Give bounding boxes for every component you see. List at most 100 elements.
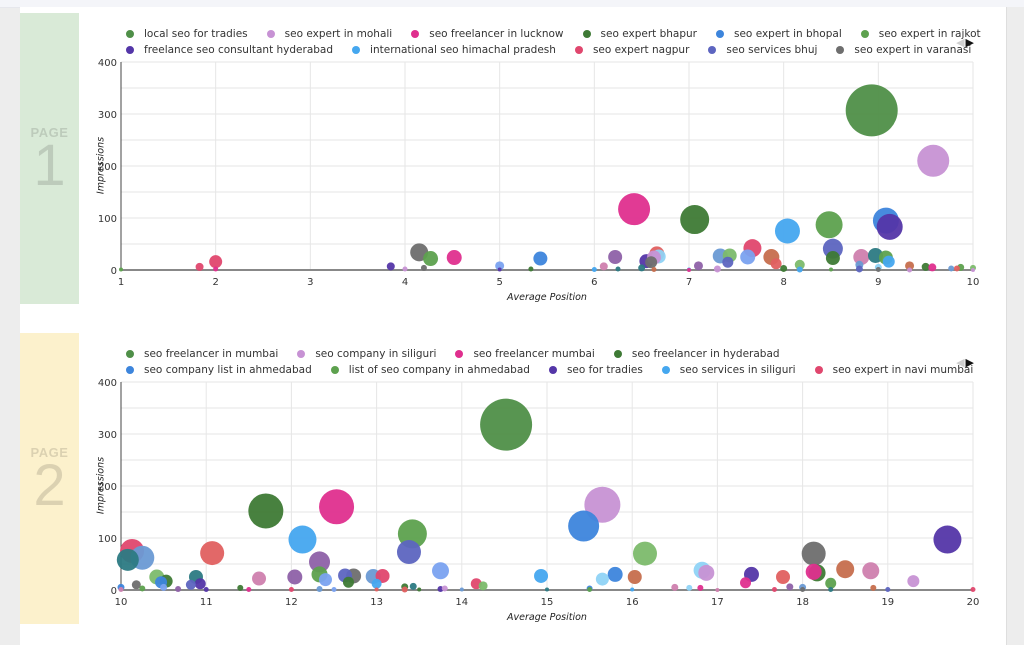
bubble-point[interactable] (595, 572, 609, 586)
bubble-point[interactable] (780, 264, 788, 272)
bubble-point[interactable] (288, 525, 317, 554)
bubble-point[interactable] (432, 562, 449, 580)
bubble-point[interactable] (237, 584, 244, 591)
bubble-point[interactable] (118, 586, 124, 592)
bubble-point[interactable] (715, 588, 720, 592)
bubble-point[interactable] (246, 586, 252, 592)
legend-item[interactable]: seo expert nagpur (574, 44, 689, 56)
bubble-point[interactable] (288, 586, 294, 592)
bubble-point[interactable] (882, 255, 895, 268)
bubble-point[interactable] (209, 255, 223, 269)
bubble-point[interactable] (309, 551, 331, 573)
legend-item[interactable]: international seo himachal pradesh (352, 44, 556, 56)
bubble-point[interactable] (776, 570, 791, 584)
bubble-point[interactable] (815, 211, 843, 239)
bubble-point[interactable] (870, 584, 877, 591)
bubble-point[interactable] (203, 586, 209, 592)
bubble-point[interactable] (713, 265, 721, 273)
bubble-point[interactable] (568, 510, 600, 542)
bubble-point[interactable] (497, 267, 502, 272)
bubble-point[interactable] (671, 583, 679, 591)
bubble-point[interactable] (591, 266, 597, 272)
bubble-point[interactable] (970, 586, 976, 592)
bubble-point[interactable] (905, 261, 915, 271)
legend-item[interactable]: seo company in siliguri (297, 348, 436, 360)
bubble-point[interactable] (248, 493, 284, 529)
legend-item[interactable]: seo expert in varanasi (836, 44, 971, 56)
bubble-point[interactable] (402, 266, 408, 272)
legend-prev-icon[interactable]: ◀ (956, 356, 965, 369)
bubble-point[interactable] (545, 587, 549, 592)
bubble-point[interactable] (175, 585, 182, 592)
bubble-point[interactable] (252, 571, 267, 586)
bubble-point[interactable] (740, 249, 756, 265)
bubble-point[interactable] (615, 266, 621, 272)
legend-item[interactable]: freelance seo consultant hyderabad (126, 44, 333, 56)
bubble-point[interactable] (796, 266, 803, 273)
legend-item[interactable]: seo expert in bhopal (716, 28, 842, 40)
bubble-point[interactable] (374, 587, 379, 592)
bubble-point[interactable] (805, 563, 822, 580)
legend-item[interactable]: local seo for tradies (126, 28, 248, 40)
bubble-point[interactable] (740, 577, 752, 589)
bubble-point[interactable] (446, 250, 462, 266)
legend-item[interactable]: seo services bhuj (708, 44, 817, 56)
bubble-point[interactable] (794, 259, 805, 270)
legend-item[interactable]: seo services in siliguri (661, 364, 796, 376)
bubble-point[interactable] (786, 583, 794, 591)
bubble-point[interactable] (287, 569, 303, 585)
bubble-point[interactable] (342, 576, 354, 588)
bubble-point[interactable] (907, 267, 913, 273)
bubble-point[interactable] (876, 213, 903, 240)
bubble-point[interactable] (680, 205, 710, 235)
bubble-point[interactable] (587, 586, 593, 592)
bubble-point[interactable] (534, 568, 549, 583)
bubble-point[interactable] (119, 267, 123, 272)
bubble-point[interactable] (627, 570, 642, 584)
bubble-point[interactable] (836, 560, 855, 579)
bubble-point[interactable] (722, 256, 734, 268)
bubble-point[interactable] (213, 266, 219, 272)
bubble-point[interactable] (420, 264, 427, 271)
legend-item[interactable]: seo freelancer in hyderabad (613, 348, 780, 360)
legend-item[interactable]: seo expert in navi mumbai (814, 364, 973, 376)
bubble-point[interactable] (907, 575, 920, 588)
bubble-point[interactable] (618, 193, 651, 226)
bubble-point[interactable] (774, 218, 800, 244)
bubble-point[interactable] (800, 586, 806, 592)
bubble-point[interactable] (829, 267, 833, 272)
bubble-point[interactable] (770, 258, 782, 270)
bubble-point[interactable] (396, 540, 421, 565)
bubble-point[interactable] (195, 262, 204, 271)
bubble-point[interactable] (495, 261, 505, 271)
legend-item[interactable]: seo for tradies (548, 364, 643, 376)
bubble-point[interactable] (417, 587, 422, 592)
bubble-point[interactable] (855, 265, 863, 273)
bubble-point[interactable] (771, 586, 777, 592)
bubble-point[interactable] (921, 262, 930, 271)
bubble-point[interactable] (371, 578, 382, 589)
bubble-point[interactable] (607, 566, 623, 582)
legend-item[interactable]: seo expert bhapur (582, 28, 697, 40)
bubble-point[interactable] (928, 263, 937, 272)
legend-next-icon[interactable]: ▶ (965, 356, 974, 369)
bubble-point[interactable] (875, 266, 881, 272)
bubble-point[interactable] (533, 251, 548, 266)
legend-item[interactable]: seo expert in mohali (266, 28, 392, 40)
bubble-point[interactable] (131, 580, 141, 590)
bubble-point[interactable] (478, 581, 488, 591)
bubble-point[interactable] (933, 525, 962, 554)
bubble-point[interactable] (638, 264, 646, 272)
bubble-point[interactable] (828, 586, 834, 592)
bubble-point[interactable] (651, 266, 657, 272)
bubble-point[interactable] (885, 586, 891, 592)
bubble-point[interactable] (200, 541, 225, 566)
bubble-point[interactable] (409, 582, 417, 590)
bubble-point[interactable] (825, 577, 837, 589)
bubble-point[interactable] (423, 251, 439, 267)
bubble-point[interactable] (953, 265, 960, 272)
legend-item[interactable]: seo expert in rajkot (860, 28, 981, 40)
bubble-point[interactable] (948, 265, 955, 272)
bubble-point[interactable] (316, 585, 323, 592)
bubble-point[interactable] (528, 266, 534, 272)
